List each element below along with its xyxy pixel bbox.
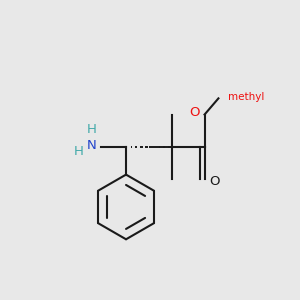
Text: H: H [86, 123, 96, 136]
Text: N: N [86, 139, 96, 152]
Text: methyl: methyl [228, 92, 264, 102]
Text: H: H [74, 145, 84, 158]
Text: O: O [210, 175, 220, 188]
Text: O: O [189, 106, 200, 119]
